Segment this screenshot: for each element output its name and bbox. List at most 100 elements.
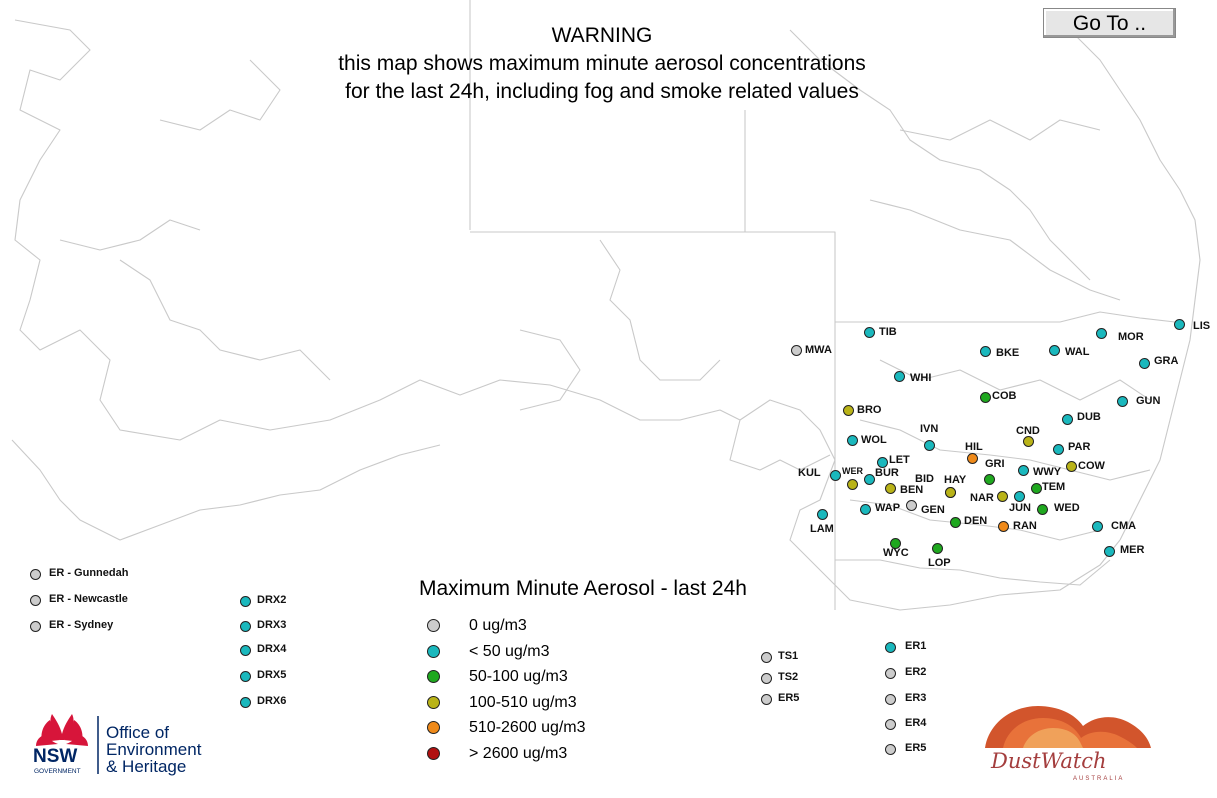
- station-dot[interactable]: [829, 469, 841, 481]
- station-dot[interactable]: [1173, 318, 1185, 330]
- station-dot[interactable]: [1030, 482, 1042, 494]
- station-dot[interactable]: [876, 456, 888, 468]
- legend-swatch: [427, 696, 440, 709]
- station-dot[interactable]: [884, 482, 896, 494]
- station-label: PAR: [1068, 441, 1091, 453]
- station-dot[interactable]: [239, 696, 251, 708]
- station-dot[interactable]: [239, 620, 251, 632]
- station-label: DUB: [1077, 411, 1101, 423]
- station-dot[interactable]: [863, 473, 875, 485]
- station-dot[interactable]: [889, 537, 901, 549]
- station-dot[interactable]: [1138, 357, 1150, 369]
- border-nsw-qld: [835, 311, 1176, 323]
- station-dot[interactable]: [1036, 503, 1048, 515]
- legend-title: Maximum Minute Aerosol - last 24h: [419, 577, 747, 600]
- station-dot[interactable]: [884, 693, 896, 705]
- station-label: LAM: [810, 523, 834, 535]
- coastline-sa-gulfs: [739, 399, 1121, 611]
- station-dot[interactable]: [1022, 435, 1034, 447]
- station-dot[interactable]: [966, 452, 978, 464]
- warning-line-3: for the last 24h, including fog and smok…: [345, 80, 859, 103]
- station-label: DRX6: [257, 695, 287, 707]
- station-dot[interactable]: [760, 651, 772, 663]
- station-dot[interactable]: [1013, 490, 1025, 502]
- dustwatch-sun-icon: DustWatch AUSTRALIA: [985, 706, 1151, 782]
- station-dot[interactable]: [1052, 443, 1064, 455]
- station-label: GRA: [1154, 355, 1179, 367]
- station-dot[interactable]: [979, 391, 991, 403]
- station-dot[interactable]: [842, 404, 854, 416]
- station-dot[interactable]: [760, 693, 772, 705]
- dustwatch-logo: DustWatch AUSTRALIA: [983, 700, 1153, 785]
- station-label: BEN: [900, 484, 924, 496]
- region-lines-8: [869, 199, 1121, 301]
- station-dot[interactable]: [816, 508, 828, 520]
- region-lines-4: [879, 359, 1151, 401]
- station-dot[interactable]: [997, 520, 1009, 532]
- region-lines-2: [119, 259, 331, 381]
- station-dot[interactable]: [1116, 395, 1128, 407]
- svg-text:& Heritage: & Heritage: [106, 757, 186, 776]
- station-dot[interactable]: [893, 370, 905, 382]
- svg-text:AUSTRALIA: AUSTRALIA: [1073, 776, 1124, 782]
- station-label: COW: [1078, 460, 1105, 472]
- station-label: CMA: [1111, 520, 1137, 532]
- station-dot[interactable]: [29, 594, 41, 606]
- station-label: DRX5: [257, 669, 287, 681]
- station-dot[interactable]: [1017, 464, 1029, 476]
- station-label: GEN: [921, 504, 945, 516]
- station-dot[interactable]: [949, 516, 961, 528]
- station-dot[interactable]: [979, 345, 991, 357]
- station-dot[interactable]: [1048, 344, 1060, 356]
- station-label: ER1: [905, 640, 927, 652]
- station-dot[interactable]: [760, 672, 772, 684]
- station-dot[interactable]: [884, 743, 896, 755]
- station-dot[interactable]: [1095, 327, 1107, 339]
- station-label: ER - Sydney: [49, 619, 114, 631]
- station-label: TS2: [778, 671, 799, 683]
- go-to-button[interactable]: Go To ..: [1043, 8, 1176, 38]
- station-label: WAP: [875, 502, 901, 514]
- station-dot[interactable]: [884, 641, 896, 653]
- station-dot[interactable]: [1065, 460, 1077, 472]
- station-dot[interactable]: [905, 499, 917, 511]
- warning-header: WARNING this map shows maximum minute ae…: [300, 22, 904, 106]
- station-dot[interactable]: [923, 439, 935, 451]
- region-lines-7: [899, 119, 1101, 141]
- station-label: ER - Gunnedah: [49, 567, 129, 579]
- station-dot[interactable]: [1103, 545, 1115, 557]
- station-label: HIL: [965, 441, 983, 453]
- station-dot[interactable]: [846, 478, 858, 490]
- station-dot[interactable]: [1091, 520, 1103, 532]
- station-dot[interactable]: [29, 568, 41, 580]
- legend-label: 100-510 ug/m3: [469, 694, 577, 711]
- station-dot[interactable]: [884, 667, 896, 679]
- station-label: BKE: [996, 347, 1020, 359]
- station-label: WAL: [1065, 346, 1090, 358]
- region-lines-3: [59, 219, 201, 251]
- region-lines-10: [159, 59, 281, 131]
- station-dot[interactable]: [983, 473, 995, 485]
- warning-line-2: this map shows maximum minute aerosol co…: [338, 52, 866, 75]
- station-dot[interactable]: [29, 620, 41, 632]
- station-dot[interactable]: [239, 644, 251, 656]
- waratah-icon: NSW GOVERNMENT Office of Environment & H…: [33, 714, 202, 776]
- station-dot[interactable]: [239, 670, 251, 682]
- legend-label: 50-100 ug/m3: [469, 668, 568, 685]
- legend-swatch: [427, 721, 440, 734]
- station-dot[interactable]: [859, 503, 871, 515]
- coastline-east: [1059, 19, 1201, 541]
- svg-text:Environment: Environment: [106, 740, 202, 759]
- station-dot[interactable]: [1061, 413, 1073, 425]
- station-label: WED: [1054, 502, 1080, 514]
- station-dot[interactable]: [996, 490, 1008, 502]
- station-dot[interactable]: [884, 718, 896, 730]
- station-dot[interactable]: [931, 542, 943, 554]
- warning-title: WARNING: [551, 24, 653, 47]
- coastline-north: [789, 29, 1091, 281]
- station-dot[interactable]: [944, 486, 956, 498]
- station-dot[interactable]: [790, 344, 802, 356]
- station-dot[interactable]: [863, 326, 875, 338]
- station-dot[interactable]: [239, 595, 251, 607]
- station-dot[interactable]: [846, 434, 858, 446]
